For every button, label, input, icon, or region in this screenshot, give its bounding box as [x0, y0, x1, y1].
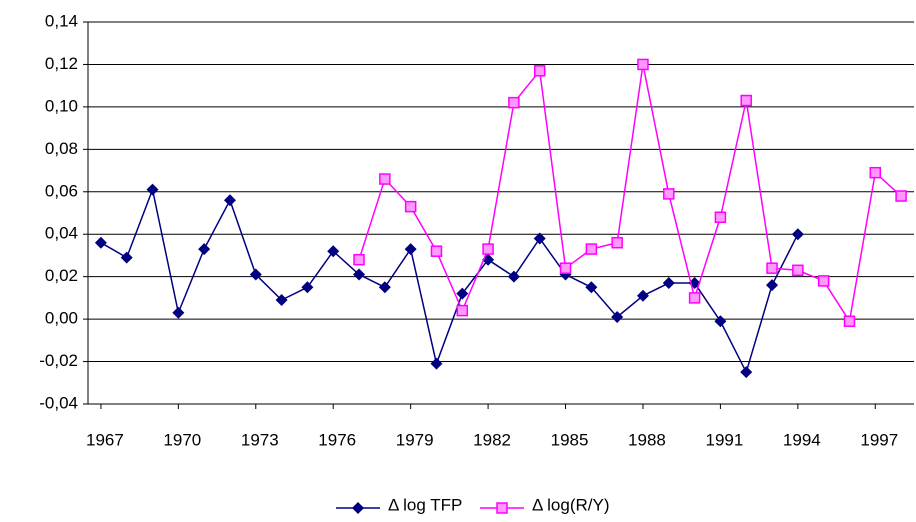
marker: [482, 243, 494, 255]
marker: [146, 183, 159, 196]
marker: [533, 65, 546, 77]
marker: [94, 236, 107, 249]
y-tick-label: -0,04: [39, 393, 78, 412]
y-tick-label: 0,10: [45, 96, 78, 115]
marker: [430, 245, 443, 257]
marker: [456, 304, 469, 317]
marker: [198, 243, 211, 256]
marker: [327, 245, 340, 258]
legend-label: Δ log(R/Y): [532, 495, 610, 514]
marker: [740, 366, 753, 379]
x-tick-label: 1994: [783, 430, 821, 449]
marker: [120, 251, 133, 264]
x-tick-label: 1979: [396, 430, 434, 449]
marker: [714, 211, 727, 223]
series-line: [100, 186, 799, 375]
x-tick-label: 1967: [86, 430, 124, 449]
marker: [869, 166, 882, 179]
y-tick-label: -0,02: [39, 351, 78, 370]
y-tick-label: 0,08: [45, 139, 78, 158]
marker: [404, 243, 417, 256]
x-tick-label: 1985: [551, 430, 589, 449]
marker: [249, 268, 262, 281]
marker: [301, 281, 314, 294]
marker: [663, 188, 675, 200]
legend-marker: [496, 502, 508, 514]
marker: [353, 268, 366, 281]
legend-label: Δ log TFP: [388, 495, 462, 514]
marker: [611, 310, 624, 323]
marker: [817, 275, 830, 287]
marker: [379, 173, 391, 185]
marker: [714, 315, 727, 328]
marker: [172, 306, 185, 319]
y-tick-label: 0,00: [45, 309, 78, 328]
marker: [766, 279, 779, 292]
legend-marker: [352, 502, 364, 514]
marker: [223, 194, 236, 207]
marker: [611, 236, 623, 249]
marker: [766, 262, 778, 274]
marker: [508, 96, 520, 109]
marker: [791, 228, 804, 241]
marker: [275, 294, 288, 307]
x-tick-label: 1988: [628, 430, 666, 449]
marker: [740, 94, 752, 107]
x-tick-label: 1982: [473, 430, 511, 449]
series-line: [358, 64, 902, 324]
marker: [792, 264, 804, 277]
y-tick-label: 0,06: [45, 181, 78, 200]
y-tick-label: 0,04: [45, 224, 78, 243]
x-tick-label: 1976: [318, 430, 356, 449]
marker: [507, 270, 520, 283]
y-tick-label: 0,14: [45, 11, 78, 30]
marker: [533, 232, 546, 245]
marker: [585, 281, 598, 294]
marker: [559, 262, 572, 274]
marker: [404, 200, 417, 213]
x-tick-label: 1991: [705, 430, 743, 449]
marker: [637, 58, 649, 71]
marker: [636, 289, 649, 302]
x-tick-label: 1970: [163, 430, 201, 449]
marker: [585, 243, 598, 255]
x-tick-label: 1973: [241, 430, 279, 449]
marker: [456, 287, 469, 300]
marker: [843, 315, 856, 327]
marker: [430, 357, 443, 370]
marker: [353, 253, 365, 266]
x-tick-label: 1997: [860, 430, 898, 449]
y-tick-label: 0,12: [45, 54, 78, 73]
marker: [688, 292, 701, 304]
marker: [895, 190, 907, 202]
marker: [662, 277, 675, 290]
y-tick-label: 0,02: [45, 266, 78, 285]
marker: [378, 281, 391, 294]
